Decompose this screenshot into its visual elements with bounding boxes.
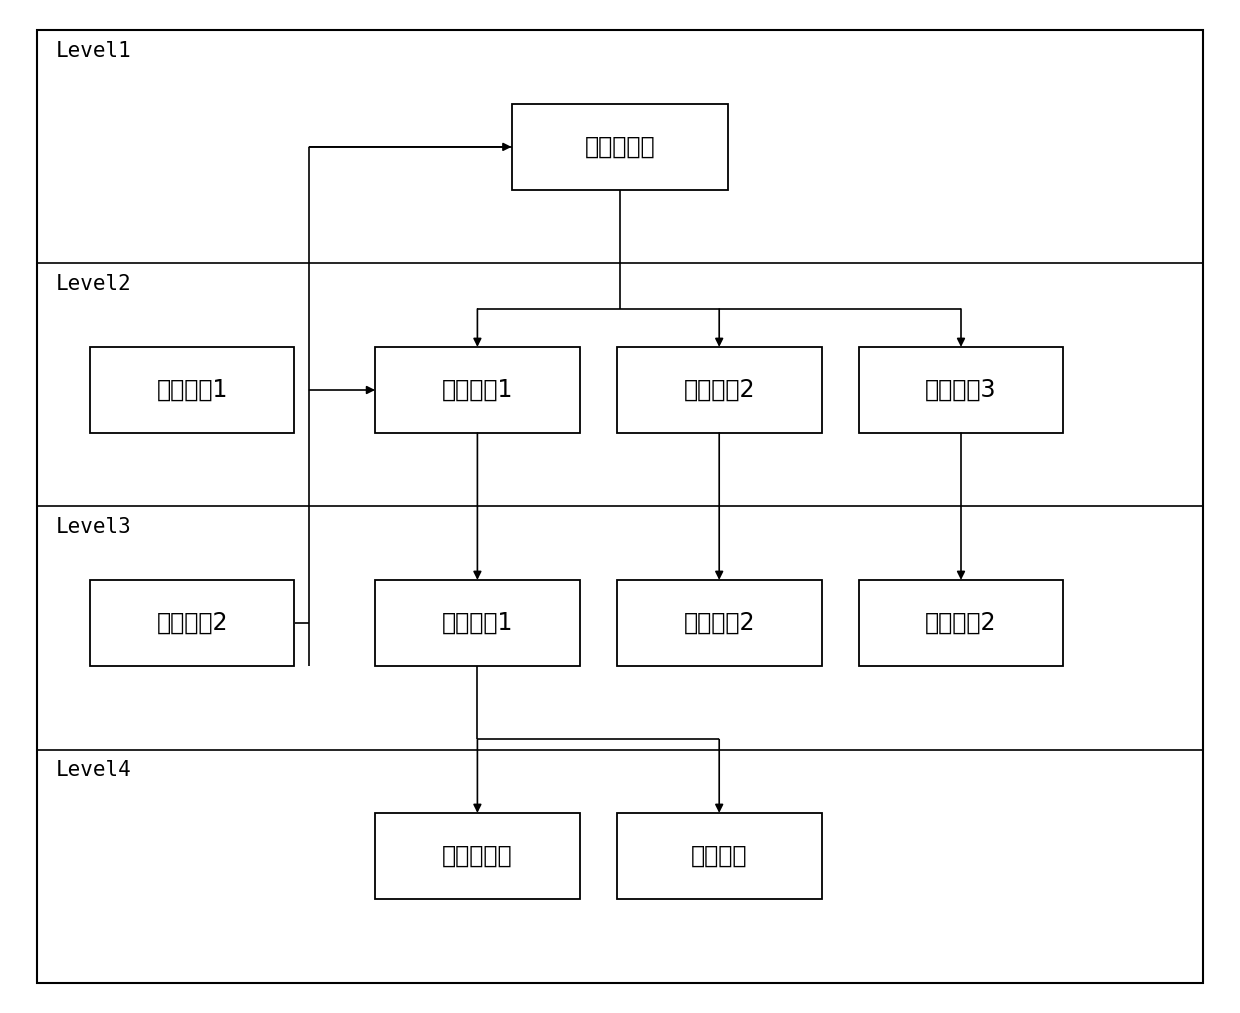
Bar	[618, 579, 821, 667]
Text: 元件种类1: 元件种类1	[441, 611, 513, 635]
Text: Level3: Level3	[56, 517, 131, 537]
Text: 组件种类3: 组件种类3	[925, 378, 997, 402]
Text: 元件种类2: 元件种类2	[683, 611, 755, 635]
Text: 组件种类2: 组件种类2	[683, 378, 755, 402]
Bar	[89, 579, 294, 667]
Bar	[618, 346, 821, 433]
Bar	[858, 579, 1064, 667]
Text: Level2: Level2	[56, 274, 131, 294]
Text: Level4: Level4	[56, 760, 131, 780]
Text: 反应堆堆芯: 反应堆堆芯	[585, 135, 655, 159]
Bar	[511, 103, 728, 189]
Text: Level1: Level1	[56, 41, 131, 61]
Text: 划分规则: 划分规则	[691, 844, 748, 868]
Text: 子区域划分: 子区域划分	[443, 844, 512, 868]
Bar	[858, 346, 1064, 433]
Bar	[374, 579, 580, 667]
Text: 组件种类1: 组件种类1	[441, 378, 513, 402]
Text: 元件种类2: 元件种类2	[925, 611, 997, 635]
Bar	[618, 812, 821, 900]
Text: 填充阵列1: 填充阵列1	[156, 378, 228, 402]
Bar	[374, 346, 580, 433]
Bar	[374, 812, 580, 900]
Bar	[89, 346, 294, 433]
Text: 填充阵列2: 填充阵列2	[156, 611, 228, 635]
